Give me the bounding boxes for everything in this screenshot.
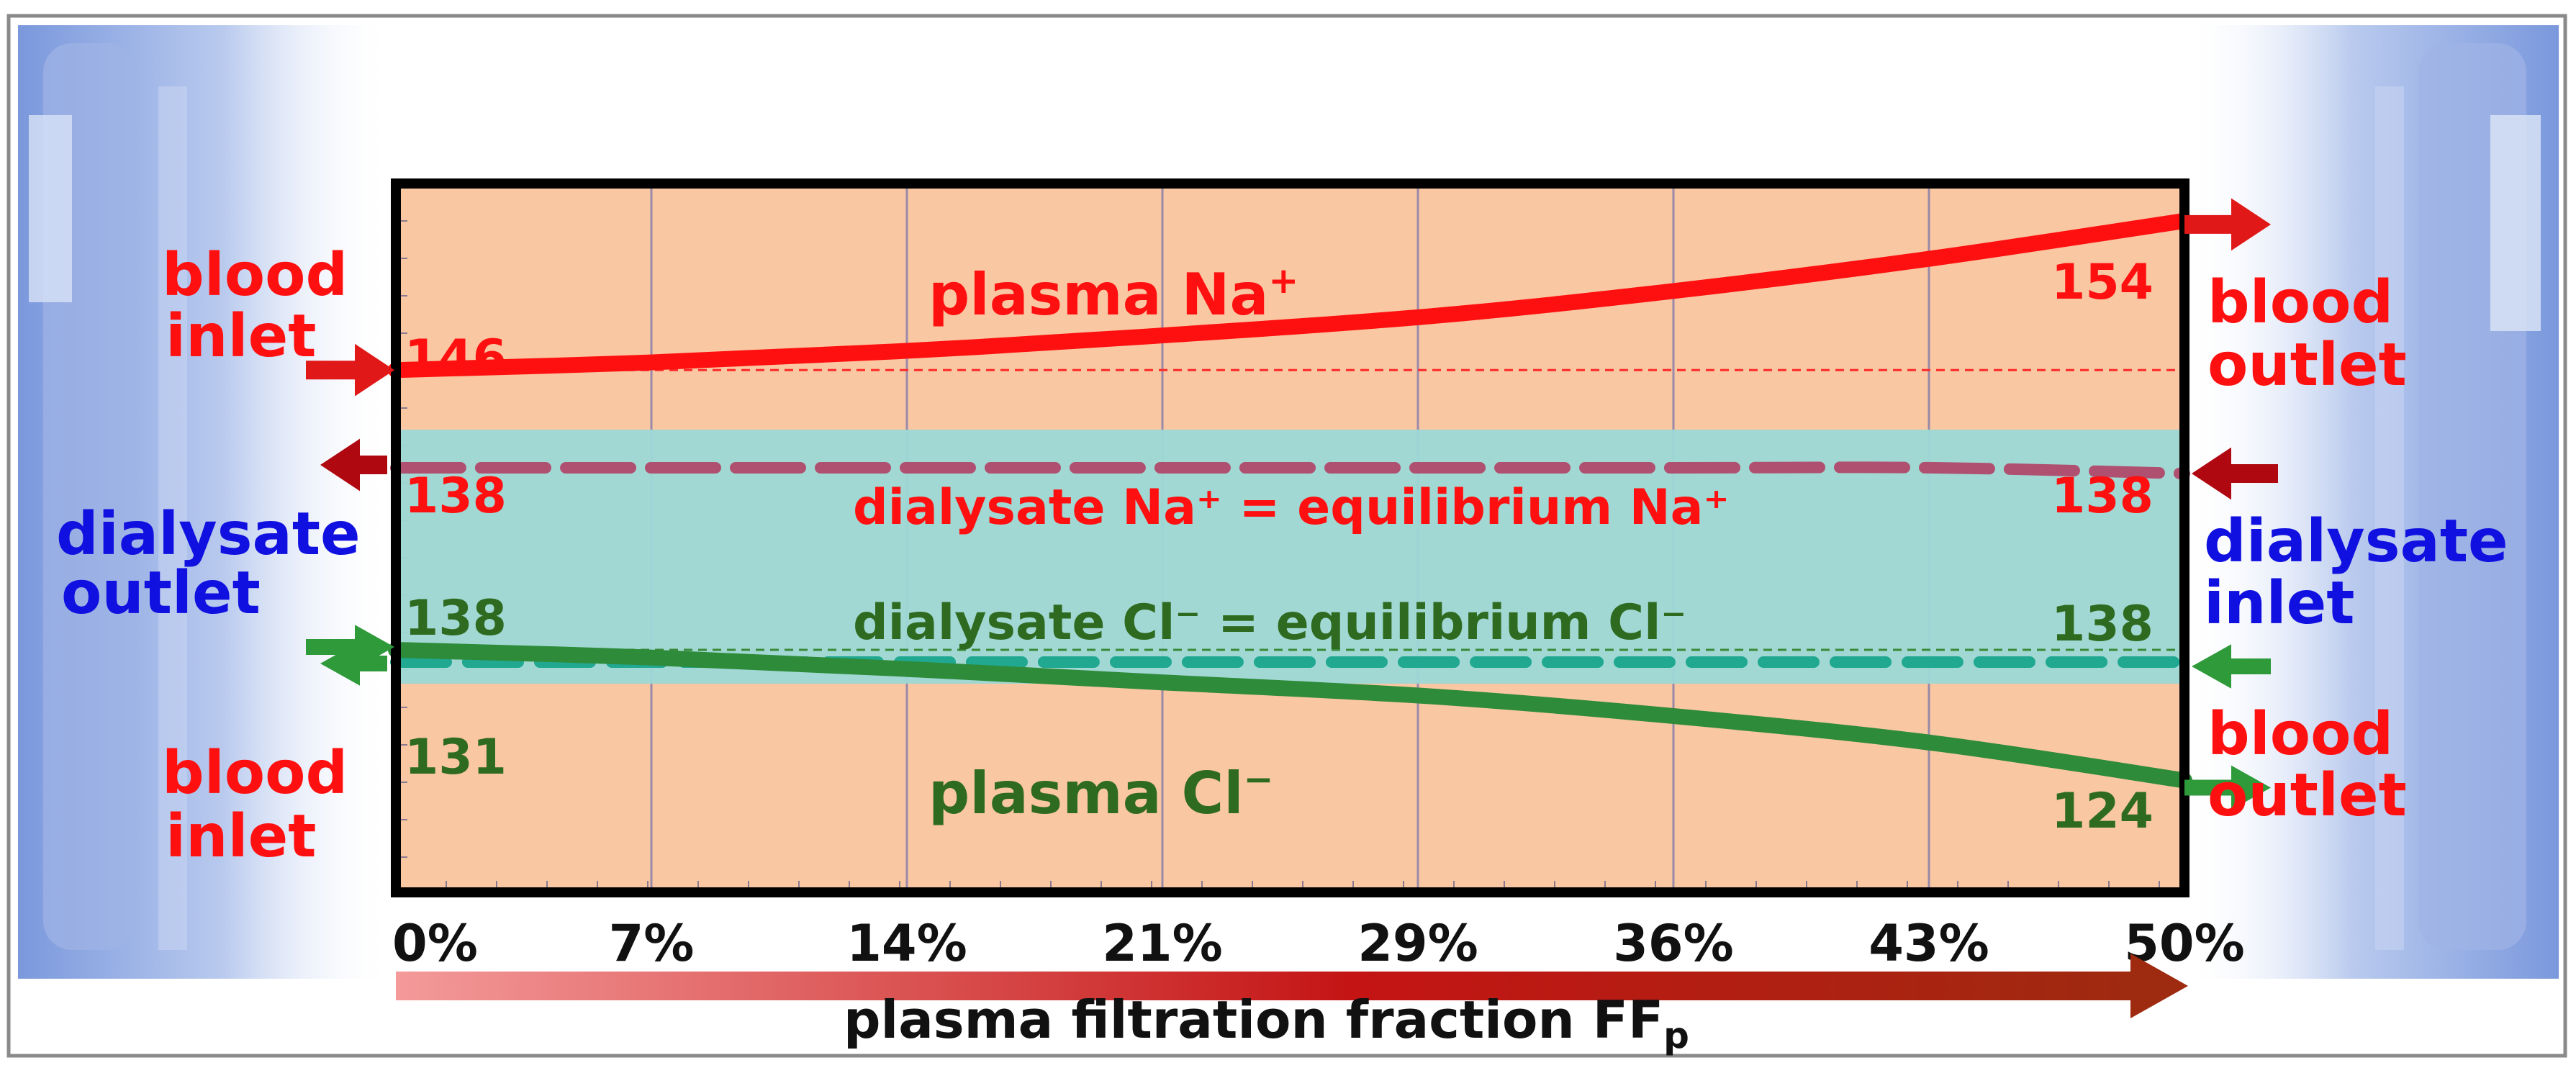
svg-text:outlet: outlet [61, 559, 261, 628]
x-tick-label: 7% [609, 914, 695, 973]
x-tick-label: 29% [1357, 914, 1478, 973]
svg-text:dialysate: dialysate [2204, 507, 2508, 576]
value-label-cl-start: 131 [405, 729, 507, 786]
label-dialysate-cl: dialysate Cl⁻ = equilibrium Cl⁻ [853, 594, 1686, 651]
label-dialysate-na: dialysate Na⁺ = equilibrium Na⁺ [853, 479, 1729, 536]
value-label-dcl-end: 138 [2051, 596, 2154, 653]
svg-text:outlet: outlet [2207, 761, 2407, 830]
blood-outlet-top-label: blood outlet [2207, 268, 2407, 399]
svg-text:inlet: inlet [2204, 569, 2354, 638]
svg-text:inlet: inlet [166, 302, 316, 371]
svg-text:blood: blood [162, 241, 348, 309]
value-label-na-start: 146 [405, 330, 507, 386]
value-label-dcl-start: 138 [405, 590, 507, 647]
x-tick-label: 36% [1613, 914, 1734, 973]
value-label-cl-end: 124 [2051, 783, 2154, 840]
value-label-dna-end: 138 [2051, 468, 2154, 525]
blood-outlet-bottom-label: blood outlet [2207, 700, 2407, 830]
dialyzer-right-cap [2184, 25, 2559, 979]
value-label-dna-start: 138 [405, 468, 507, 525]
svg-text:dialysate: dialysate [56, 500, 361, 569]
svg-text:inlet: inlet [166, 802, 316, 871]
x-tick-label: 43% [1868, 914, 1989, 973]
x-tick-label: 21% [1102, 914, 1223, 973]
label-plasma-cl: plasma Cl− [928, 759, 1274, 827]
label-plasma-na: plasma Na+ [928, 260, 1298, 328]
svg-text:blood: blood [2207, 268, 2393, 337]
svg-text:blood: blood [2207, 700, 2393, 769]
x-tick-label: 0% [392, 914, 478, 973]
svg-text:outlet: outlet [2207, 331, 2407, 399]
x-tick-label: 14% [846, 914, 967, 973]
x-axis-label: plasma filtration fraction FFp [844, 990, 1689, 1056]
svg-text:blood: blood [162, 739, 348, 807]
value-label-na-end: 154 [2051, 254, 2154, 311]
